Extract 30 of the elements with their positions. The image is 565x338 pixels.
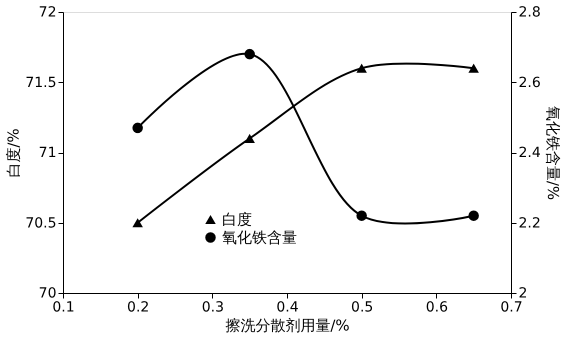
- point: [244, 134, 255, 143]
- x-tick-label: 0.2: [127, 300, 150, 316]
- y2-tick-label: 2.8: [518, 4, 541, 20]
- point: [132, 122, 143, 134]
- y-tick-label: 72: [38, 4, 56, 20]
- point: [132, 218, 143, 228]
- x-tick-label: 0.5: [351, 300, 374, 316]
- y2-tick-label: 2.2: [518, 215, 541, 232]
- x-tick-label: 0.7: [500, 300, 523, 316]
- x-axis-title: 擦洗分散剂用量/%: [225, 316, 350, 334]
- legend-label: 白度: [222, 210, 252, 228]
- y2-tick-label: 2: [518, 286, 528, 302]
- point: [468, 64, 479, 73]
- y-tick-label: 71.5: [25, 74, 56, 91]
- point: [244, 48, 255, 60]
- x-tick-label: 0.3: [202, 300, 224, 316]
- legend-label: 氧化铁含量: [222, 228, 297, 246]
- y2-tick-label: 2.4: [518, 145, 541, 161]
- y-tick-label: 70.5: [25, 215, 56, 232]
- y-tick-label: 71: [38, 145, 56, 161]
- x-tick-label: 0.6: [426, 300, 448, 316]
- y2-tick-label: 2.6: [518, 74, 541, 91]
- point: [468, 210, 479, 221]
- y-tick-label: 70: [38, 286, 56, 302]
- y2-axis-title: 氧化铁含量/%: [544, 106, 562, 200]
- y-axis-title: 白度/%: [4, 128, 22, 178]
- x-tick-label: 0.4: [276, 300, 299, 316]
- point: [356, 210, 367, 221]
- point: [356, 64, 367, 73]
- x-tick-label: 0.1: [52, 300, 75, 316]
